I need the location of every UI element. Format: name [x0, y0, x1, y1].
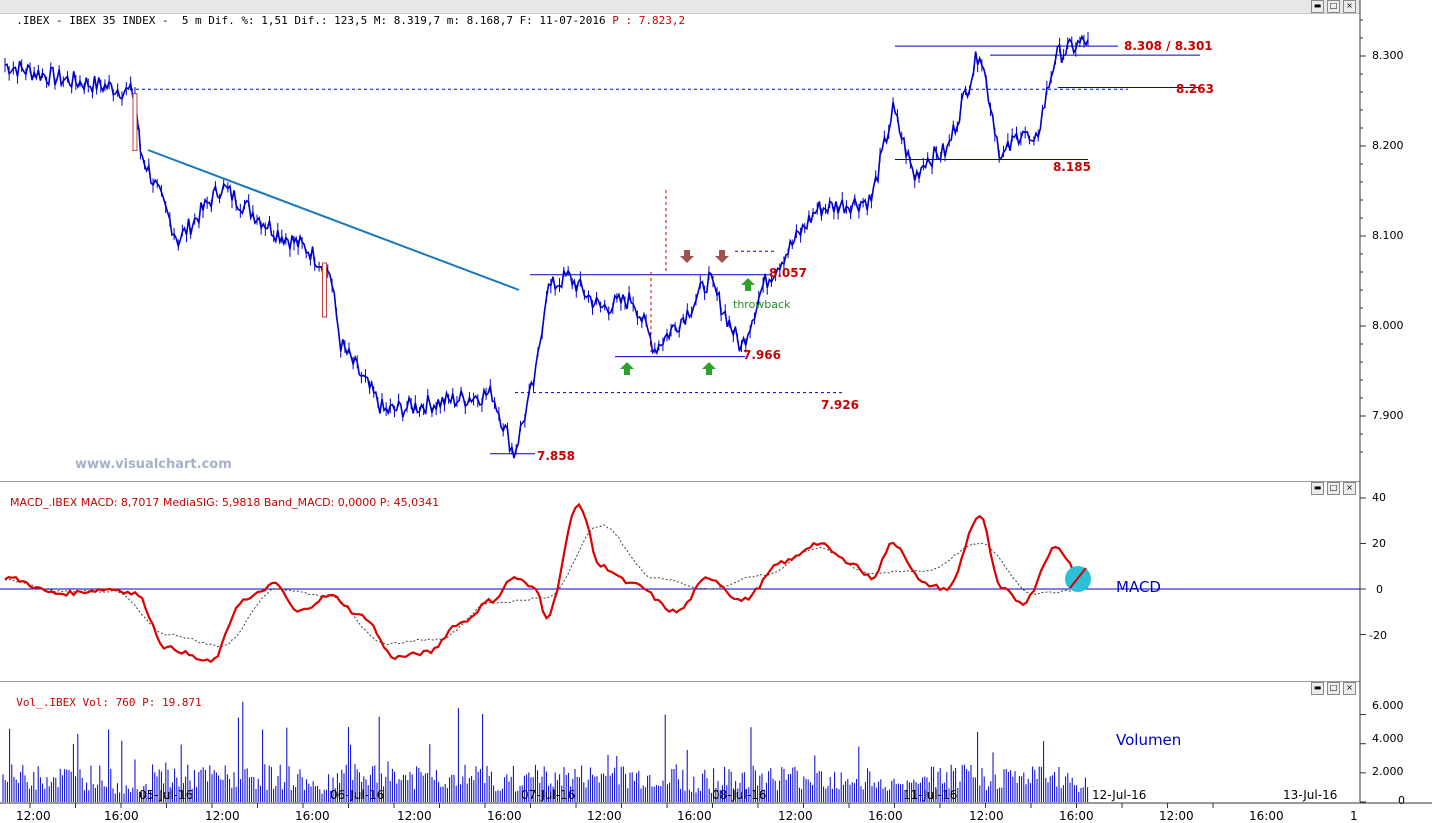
time-tick: 12:00 [587, 809, 622, 823]
level-label-7966: 7.966 [743, 348, 781, 362]
vol-tick: 2.000 [1372, 765, 1404, 778]
price-tick: 7.900 [1372, 409, 1404, 422]
date-tick: 06-Jul-16 [330, 788, 385, 802]
down-arrow-icon [715, 250, 729, 263]
gap-candle [132, 93, 138, 152]
time-tick: 12:00 [1159, 809, 1194, 823]
maximize-icon[interactable]: □ [1327, 0, 1340, 13]
minimize-icon[interactable]: ▬ [1311, 0, 1324, 13]
level-label-8057: 8.057 [769, 266, 807, 280]
date-tick: 11-Jul-16 [903, 788, 958, 802]
macd-window-buttons: ▬ □ × [1311, 482, 1356, 495]
macd-line [4, 502, 1089, 664]
time-tick: 12:00 [205, 809, 240, 823]
time-tick: 12:00 [397, 809, 432, 823]
time-tick: 16:00 [295, 809, 330, 823]
up-arrow-icon [620, 362, 634, 375]
level-label-7926: 7.926 [821, 398, 859, 412]
level-label-8185: 8.185 [1053, 160, 1091, 174]
throwback-label: throwback [733, 298, 791, 311]
time-tick: 12:00 [969, 809, 1004, 823]
price-tick: 8.200 [1372, 139, 1404, 152]
date-tick: 08-Jul-16 [712, 788, 767, 802]
price-panel-header: .IBEX - IBEX 35 INDEX - 5 m Dif. %: 1,51… [0, 0, 1360, 27]
macd-cross-line [1069, 567, 1087, 589]
macd-tick: -20 [1369, 629, 1387, 642]
price-line [4, 34, 1089, 459]
date-tick: 07-Jul-16 [521, 788, 576, 802]
vol-header-text: Vol_.IBEX Vol: 760 P: 19.871 [16, 696, 202, 709]
price-tick: 8.000 [1372, 319, 1404, 332]
time-tick: 12:00 [16, 809, 51, 823]
time-tick: 16:00 [104, 809, 139, 823]
maximize-icon[interactable]: □ [1327, 482, 1340, 495]
volume-label: Volumen [1116, 731, 1182, 749]
level-label-8308: 8.308 / 8.301 [1124, 39, 1213, 53]
time-tick: 1 [1350, 809, 1358, 823]
vol-tick: 6.000 [1372, 699, 1404, 712]
price-tick: 8.100 [1372, 229, 1404, 242]
date-tick: 13-Jul-16 [1283, 788, 1338, 802]
time-tick: 12:00 [778, 809, 813, 823]
macd-panel-header: MACD_.IBEX MACD: 8,7017 MediaSIG: 5,9818… [0, 482, 1360, 509]
macd-header-text: MACD_.IBEX MACD: 8,7017 MediaSIG: 5,9818… [10, 496, 440, 509]
up-arrow-icon [702, 362, 716, 375]
macd-tick: 20 [1372, 537, 1386, 550]
vol-tick: 4.000 [1372, 732, 1404, 745]
close-icon[interactable]: × [1343, 0, 1356, 13]
date-tick: 05-Jul-16 [139, 788, 194, 802]
panel-separator [0, 681, 1360, 682]
time-tick: 16:00 [868, 809, 903, 823]
price-window-buttons: ▬ □ × [1311, 0, 1356, 13]
down-arrow-icon [680, 250, 694, 263]
maximize-icon[interactable]: □ [1327, 682, 1340, 695]
vol-window-buttons: ▬ □ × [1311, 682, 1356, 695]
vol-tick: 0 [1398, 794, 1405, 807]
level-label-7858: 7.858 [537, 449, 575, 463]
macd-signal-line [4, 524, 1089, 648]
price-header-last: P : 7.823,2 [612, 14, 686, 27]
level-label-8263: 8.263 [1176, 82, 1214, 96]
panel-separator [0, 481, 1360, 482]
watermark: www.visualchart.com [75, 457, 232, 472]
close-icon[interactable]: × [1343, 682, 1356, 695]
price-header-title: .IBEX - IBEX 35 INDEX - 5 m Dif. %: 1,51… [16, 14, 613, 27]
close-icon[interactable]: × [1343, 482, 1356, 495]
macd-tick: 0 [1376, 583, 1383, 596]
minimize-icon[interactable]: ▬ [1311, 682, 1324, 695]
time-tick: 16:00 [1059, 809, 1094, 823]
time-tick: 16:00 [677, 809, 712, 823]
gap-candle [321, 262, 327, 318]
minimize-icon[interactable]: ▬ [1311, 482, 1324, 495]
time-tick: 16:00 [487, 809, 522, 823]
macd-label: MACD [1116, 578, 1161, 596]
macd-tick: 40 [1372, 491, 1386, 504]
downtrend-line [147, 149, 520, 291]
time-tick: 16:00 [1249, 809, 1284, 823]
volume-panel-header: Vol_.IBEX Vol: 760 P: 19.871 ▬ □ × [0, 682, 1360, 709]
price-tick: 8.300 [1372, 49, 1404, 62]
up-arrow-icon [741, 278, 755, 291]
date-tick: 12-Jul-16 [1092, 788, 1147, 802]
